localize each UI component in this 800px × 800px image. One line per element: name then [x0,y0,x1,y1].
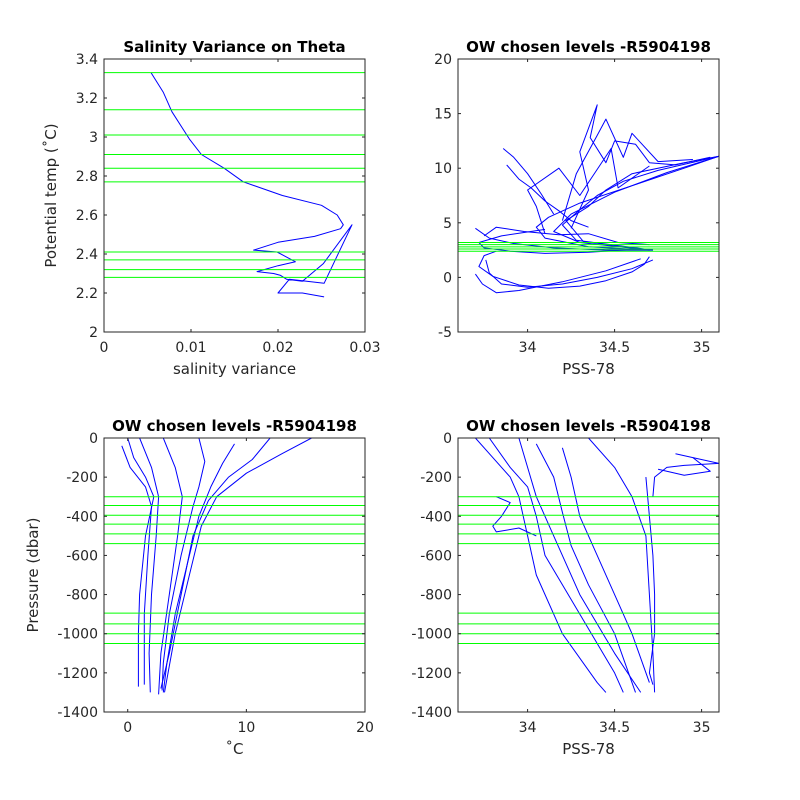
subplot-2: 34 34.5 35 -5 0 5 10 15 20 OW chosen levels -R590… [434,38,720,378]
x-axis-label: ˚C [226,740,244,758]
plot-content [458,438,719,693]
y-tick-label: -200 [66,470,98,486]
plot-area [104,438,365,712]
profile-line [139,438,160,693]
profile-line [488,438,624,693]
y-tick-label: 3.2 [76,91,98,107]
axes-box [103,437,366,713]
plot-content [458,104,719,294]
x-tick-label: 0.01 [175,340,206,356]
profile-line [657,453,711,476]
plot-content [104,72,365,298]
y-tick-label: 2.2 [76,286,98,302]
y-tick-label: -5 [438,325,452,341]
profile-line [570,104,711,229]
y-tick-label: -1000 [57,627,98,643]
y-tick-label: 15 [434,107,452,123]
profile-line [518,438,642,693]
profile-line [561,118,693,221]
profile-line [492,496,537,537]
y-tick-label: 0 [443,431,452,447]
profile-line [162,443,235,693]
y-axis-label: Potential temp (˚C) [42,123,60,267]
plot-content [104,438,365,695]
y-tick-label: -1200 [411,666,452,682]
y-tick-label: -1400 [411,705,452,721]
y-tick-label: -1000 [411,627,452,643]
subplot-3: 0 10 20 -1400 -1200 -1000 -800 -600 -400 -200 0 OW … [24,417,374,758]
profile-line [475,438,607,693]
x-tick-label: 34.5 [599,720,630,736]
profile-line [535,155,719,251]
y-tick-label: 5 [443,216,452,232]
profile-line [645,477,656,685]
profile-line [502,148,555,215]
y-tick-label: -400 [420,509,452,525]
y-tick-label: 0 [89,431,98,447]
y-tick-label: -800 [66,588,98,604]
x-tick-label: 35 [693,340,711,356]
x-tick-label: 34.5 [599,340,630,356]
y-tick-label: 3 [89,130,98,146]
profile-line [475,227,653,251]
y-tick-label: -1400 [57,705,98,721]
x-axis-label: salinity variance [173,360,296,378]
y-tick-label: -400 [66,509,98,525]
profile-line [652,457,719,497]
x-tick-label: 34 [519,340,537,356]
y-tick-label: 10 [434,161,452,177]
profile-line [150,72,353,298]
y-tick-label: 2 [89,325,98,341]
profile-line [121,445,152,685]
axes-box [457,58,720,333]
y-tick-label: 20 [434,52,452,68]
x-tick-label: 0 [100,340,109,356]
subplot-1: 0 0.01 0.02 0.03 2 2.2 2.4 2.6 2.8 3 3.2 3.4 Salinit… [42,38,381,378]
y-tick-label: -600 [66,548,98,564]
x-tick-label: 34 [519,720,537,736]
axes-box [103,58,366,333]
y-tick-label: -1200 [57,666,98,682]
x-tick-label: 10 [237,720,255,736]
profile-line [161,438,206,691]
profile-line [474,258,641,294]
chart-title: OW chosen levels -R5904198 [466,38,711,56]
plot-area [458,438,719,712]
profile-line [561,155,719,251]
chart-title: Salinity Variance on Theta [123,38,345,56]
x-tick-label: 20 [356,720,374,736]
profile-line [527,148,650,234]
x-tick-label: 0.02 [262,340,293,356]
axes-box [457,437,720,713]
profile-line [158,438,183,695]
profile-line [478,250,650,289]
y-tick-label: 2.4 [76,247,98,263]
y-tick-label: -800 [420,588,452,604]
y-tick-label: 0 [443,270,452,286]
chart-title: OW chosen levels -R5904198 [112,417,357,435]
profile-line [588,438,656,693]
y-tick-label: -200 [420,470,452,486]
x-tick-label: 35 [693,720,711,736]
x-tick-label: 0.03 [349,340,380,356]
y-tick-label: 2.6 [76,208,98,224]
plot-area [104,59,365,332]
y-tick-label: 3.4 [76,52,98,68]
y-tick-label: 2.8 [76,169,98,185]
subplot-4: 34 34.5 35 -1400 -1200 -1000 -800 -600 -400 -200 0… [411,417,720,758]
profile-line [127,438,155,687]
plot-area [458,59,719,332]
chart-title: OW chosen levels -R5904198 [466,417,711,435]
x-tick-label: 0 [123,720,132,736]
y-tick-label: -600 [420,548,452,564]
x-axis-label: PSS-78 [562,360,615,378]
y-axis-label: Pressure (dbar) [24,518,42,633]
x-axis-label: PSS-78 [562,740,615,758]
